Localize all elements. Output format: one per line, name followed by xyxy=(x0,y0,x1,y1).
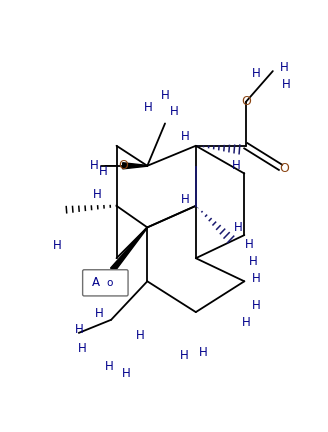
Text: H: H xyxy=(105,359,114,372)
Text: H: H xyxy=(252,273,260,286)
Text: H: H xyxy=(252,67,260,80)
Text: H: H xyxy=(232,159,241,172)
Text: H: H xyxy=(77,342,86,355)
Text: H: H xyxy=(282,78,291,91)
Text: H: H xyxy=(90,159,98,172)
Text: O: O xyxy=(118,159,128,172)
Polygon shape xyxy=(111,227,148,271)
Text: H: H xyxy=(122,367,131,380)
Text: H: H xyxy=(199,346,208,359)
Text: H: H xyxy=(181,193,189,206)
Text: H: H xyxy=(95,307,104,320)
Polygon shape xyxy=(123,163,147,169)
Text: O: O xyxy=(279,162,289,175)
Text: H: H xyxy=(241,316,250,329)
Text: H: H xyxy=(234,221,242,234)
Text: H: H xyxy=(181,130,189,143)
Text: H: H xyxy=(53,239,62,252)
Text: H: H xyxy=(170,105,179,118)
Text: H: H xyxy=(161,89,169,102)
Text: H: H xyxy=(252,299,260,312)
Text: H: H xyxy=(245,238,254,251)
Text: H: H xyxy=(74,323,83,336)
Text: —: — xyxy=(103,159,116,172)
Text: O: O xyxy=(241,95,251,108)
Text: o: o xyxy=(106,278,113,288)
Text: H: H xyxy=(180,349,189,362)
Text: A: A xyxy=(92,276,100,289)
Text: H: H xyxy=(144,101,153,114)
Text: H: H xyxy=(136,329,145,342)
Text: H: H xyxy=(99,165,108,178)
Text: H: H xyxy=(280,61,289,74)
Text: H: H xyxy=(248,255,257,268)
Text: H: H xyxy=(93,188,102,201)
FancyBboxPatch shape xyxy=(83,270,128,296)
